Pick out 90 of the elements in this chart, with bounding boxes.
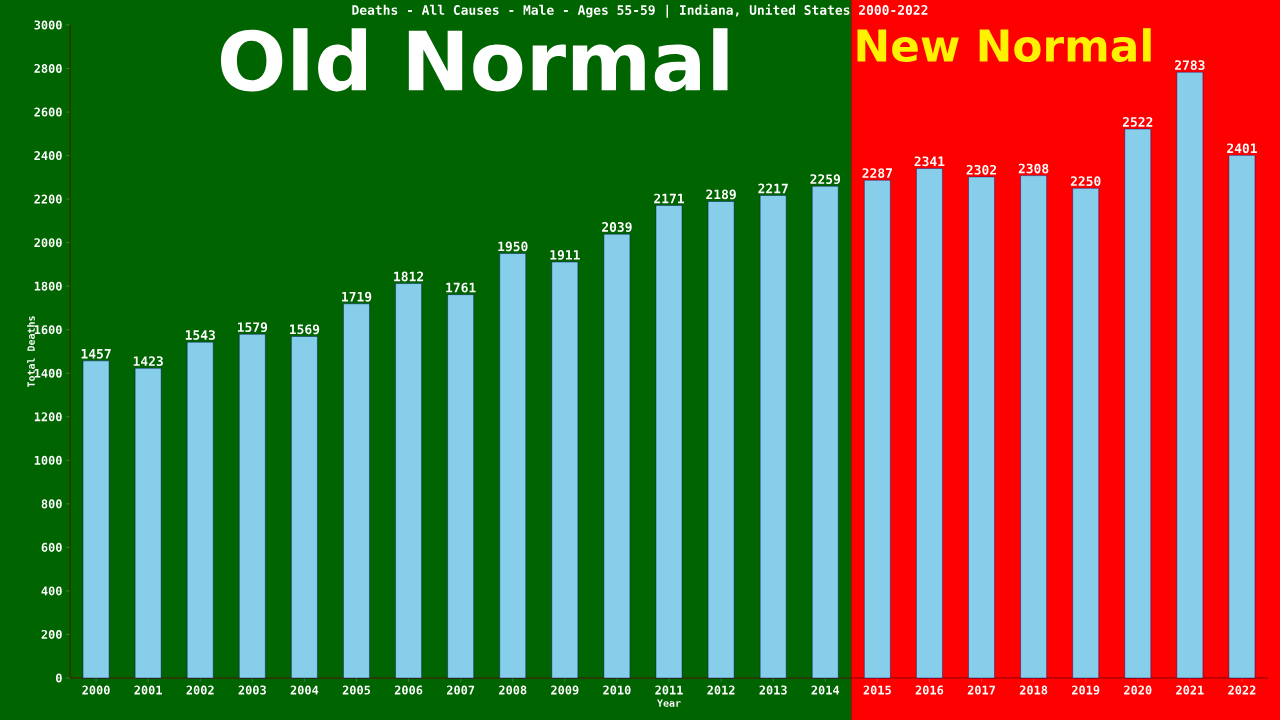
bar — [499, 253, 526, 679]
bar — [343, 303, 370, 679]
y-tick-label: 2400 — [34, 151, 62, 161]
bar — [968, 176, 995, 679]
bar — [655, 205, 683, 679]
data-label: 1812 — [394, 271, 424, 282]
data-label: 2217 — [758, 183, 788, 194]
data-label: 2783 — [1175, 60, 1205, 71]
x-tick-label: 2021 — [1176, 685, 1204, 695]
y-tick-label: 1000 — [34, 455, 62, 465]
data-label: 2341 — [914, 156, 945, 167]
data-label: 2308 — [1018, 163, 1049, 174]
bar — [395, 283, 422, 679]
bar — [291, 336, 318, 679]
chart-title: Deaths - All Causes - Male - Ages 55-59 | Indiana, United States 2000-2022 — [352, 4, 928, 18]
data-label: 2039 — [602, 222, 632, 232]
x-tick-label: 2011 — [655, 685, 683, 695]
y-tick-label: 1800 — [34, 281, 62, 291]
bar — [134, 368, 162, 679]
y-tick-label: 2200 — [34, 194, 62, 204]
x-tick-label: 2022 — [1228, 685, 1256, 695]
data-label: 1569 — [289, 324, 320, 335]
bar — [759, 195, 787, 679]
data-label: 1719 — [342, 291, 372, 302]
data-label: 1579 — [237, 322, 268, 333]
x-tick-label: 2010 — [603, 685, 631, 695]
y-tick-label: 400 — [41, 586, 62, 596]
y-tick-label: 2800 — [34, 64, 62, 74]
bar — [916, 168, 943, 679]
data-label: 1457 — [81, 349, 111, 359]
y-tick-label: 1400 — [34, 368, 62, 378]
x-tick-label: 2005 — [342, 685, 371, 695]
x-tick-label: 2012 — [707, 685, 735, 695]
bar — [1228, 155, 1256, 679]
bar — [82, 360, 110, 679]
x-tick-label: 2001 — [134, 685, 162, 695]
x-tick-label: 2013 — [759, 685, 787, 695]
x-tick-label: 2008 — [499, 685, 527, 695]
x-tick-label: 2007 — [446, 685, 475, 695]
x-tick-label: 2003 — [238, 685, 266, 695]
bar — [1124, 128, 1151, 679]
y-axis-title: Total Deaths — [27, 316, 35, 388]
band-label: Old Normal — [221, 28, 728, 92]
y-tick-label: 600 — [41, 542, 62, 552]
bar — [239, 334, 266, 679]
data-label: 2171 — [654, 193, 684, 204]
y-tick-label: 200 — [41, 629, 62, 639]
bar — [447, 294, 474, 679]
bar — [551, 261, 579, 679]
x-tick-label: 2016 — [915, 685, 944, 695]
x-tick-label: 2015 — [863, 685, 891, 695]
x-tick-label: 2006 — [394, 685, 423, 695]
y-tick-label: 800 — [41, 499, 62, 509]
data-label: 2522 — [1122, 117, 1153, 127]
data-label: 2259 — [810, 174, 841, 185]
data-label: 2189 — [706, 189, 736, 200]
data-label: 1911 — [550, 250, 580, 260]
data-label: 1423 — [133, 356, 163, 367]
data-label: 2287 — [862, 168, 892, 178]
x-tick-label: 2020 — [1124, 685, 1152, 695]
band-label: New Normal — [857, 28, 1151, 63]
x-tick-label: 2000 — [82, 685, 110, 695]
y-tick-label: 0 — [56, 673, 62, 683]
y-tick-label: 2000 — [34, 238, 62, 248]
bar — [603, 233, 631, 679]
y-tick-label: 3000 — [34, 20, 62, 30]
bar — [864, 179, 891, 679]
bar — [707, 201, 735, 679]
y-tick-label: 1600 — [34, 325, 62, 335]
data-label: 2302 — [966, 164, 997, 175]
y-tick-label: 1200 — [34, 412, 62, 422]
x-tick-label: 2004 — [290, 685, 319, 695]
bar — [1072, 188, 1099, 679]
bar — [812, 186, 839, 679]
y-tick-label: 2600 — [34, 107, 62, 117]
x-tick-label: 2019 — [1071, 685, 1100, 695]
data-label: 2250 — [1070, 176, 1101, 187]
data-label: 1761 — [446, 282, 476, 293]
bar — [1020, 175, 1047, 679]
data-label: 2401 — [1227, 143, 1257, 154]
x-tick-label: 2014 — [811, 685, 840, 695]
bar — [1176, 72, 1204, 679]
data-label: 1543 — [185, 330, 215, 340]
x-tick-label: 2017 — [967, 685, 996, 695]
x-axis-title: Year — [657, 699, 681, 707]
x-tick-label: 2009 — [551, 685, 579, 695]
x-tick-label: 2018 — [1019, 685, 1048, 695]
data-label: 1950 — [498, 241, 528, 252]
x-tick-label: 2002 — [186, 685, 214, 695]
bar — [187, 341, 214, 679]
